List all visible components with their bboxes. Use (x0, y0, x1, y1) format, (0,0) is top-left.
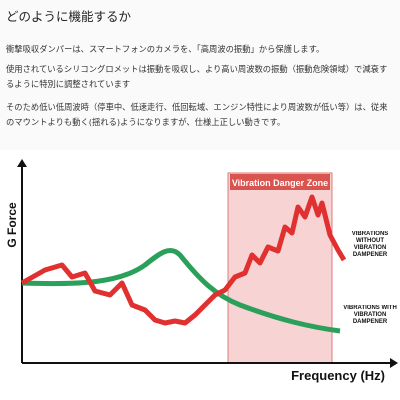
heading: どのように機能するか (6, 9, 132, 24)
label-box: VIBRATIONS WITHOUT VIBRATION DAMPENER (351, 231, 389, 258)
figure: Vibration Danger Zone G Force Frequency … (5, 159, 398, 383)
line-label: VIBRATIONS WITH VIBRATION DAMPENER (343, 305, 397, 325)
arrow (390, 358, 398, 368)
x-axis-label: Frequency (Hz) (291, 368, 385, 383)
zone-label-box (230, 174, 330, 190)
line-with-dampener (21, 248, 341, 334)
arrow (17, 159, 27, 167)
zone-label: Vibration Danger Zone (232, 178, 328, 188)
y-axis-label: G Force (5, 202, 19, 248)
label-box: VIBRATIONS WITH VIBRATION DAMPENER (343, 305, 397, 325)
line-without-dampener (20, 194, 347, 326)
danger-zone (227, 172, 333, 364)
line-label: VIBRATIONS WITHOUT VIBRATION DAMPENER (351, 231, 389, 258)
paragraph: 衝撃吸収ダンパーは、スマートフォンのカメラを、「高周波の振動」から保護します。 (6, 44, 325, 54)
paragraph: そのため低い低周波時（停車中、低速走行、低回転域、エンジン特性により周波数が低い… (6, 102, 388, 127)
text-area: どのように機能するか 衝撃吸収ダンパーは、スマートフォンのカメラを、「高周波の振… (0, 0, 400, 150)
paragraph: 使用されているシリコングロメットは振動を吸収し、より高い周波数の振動（振動危険領… (6, 64, 388, 89)
